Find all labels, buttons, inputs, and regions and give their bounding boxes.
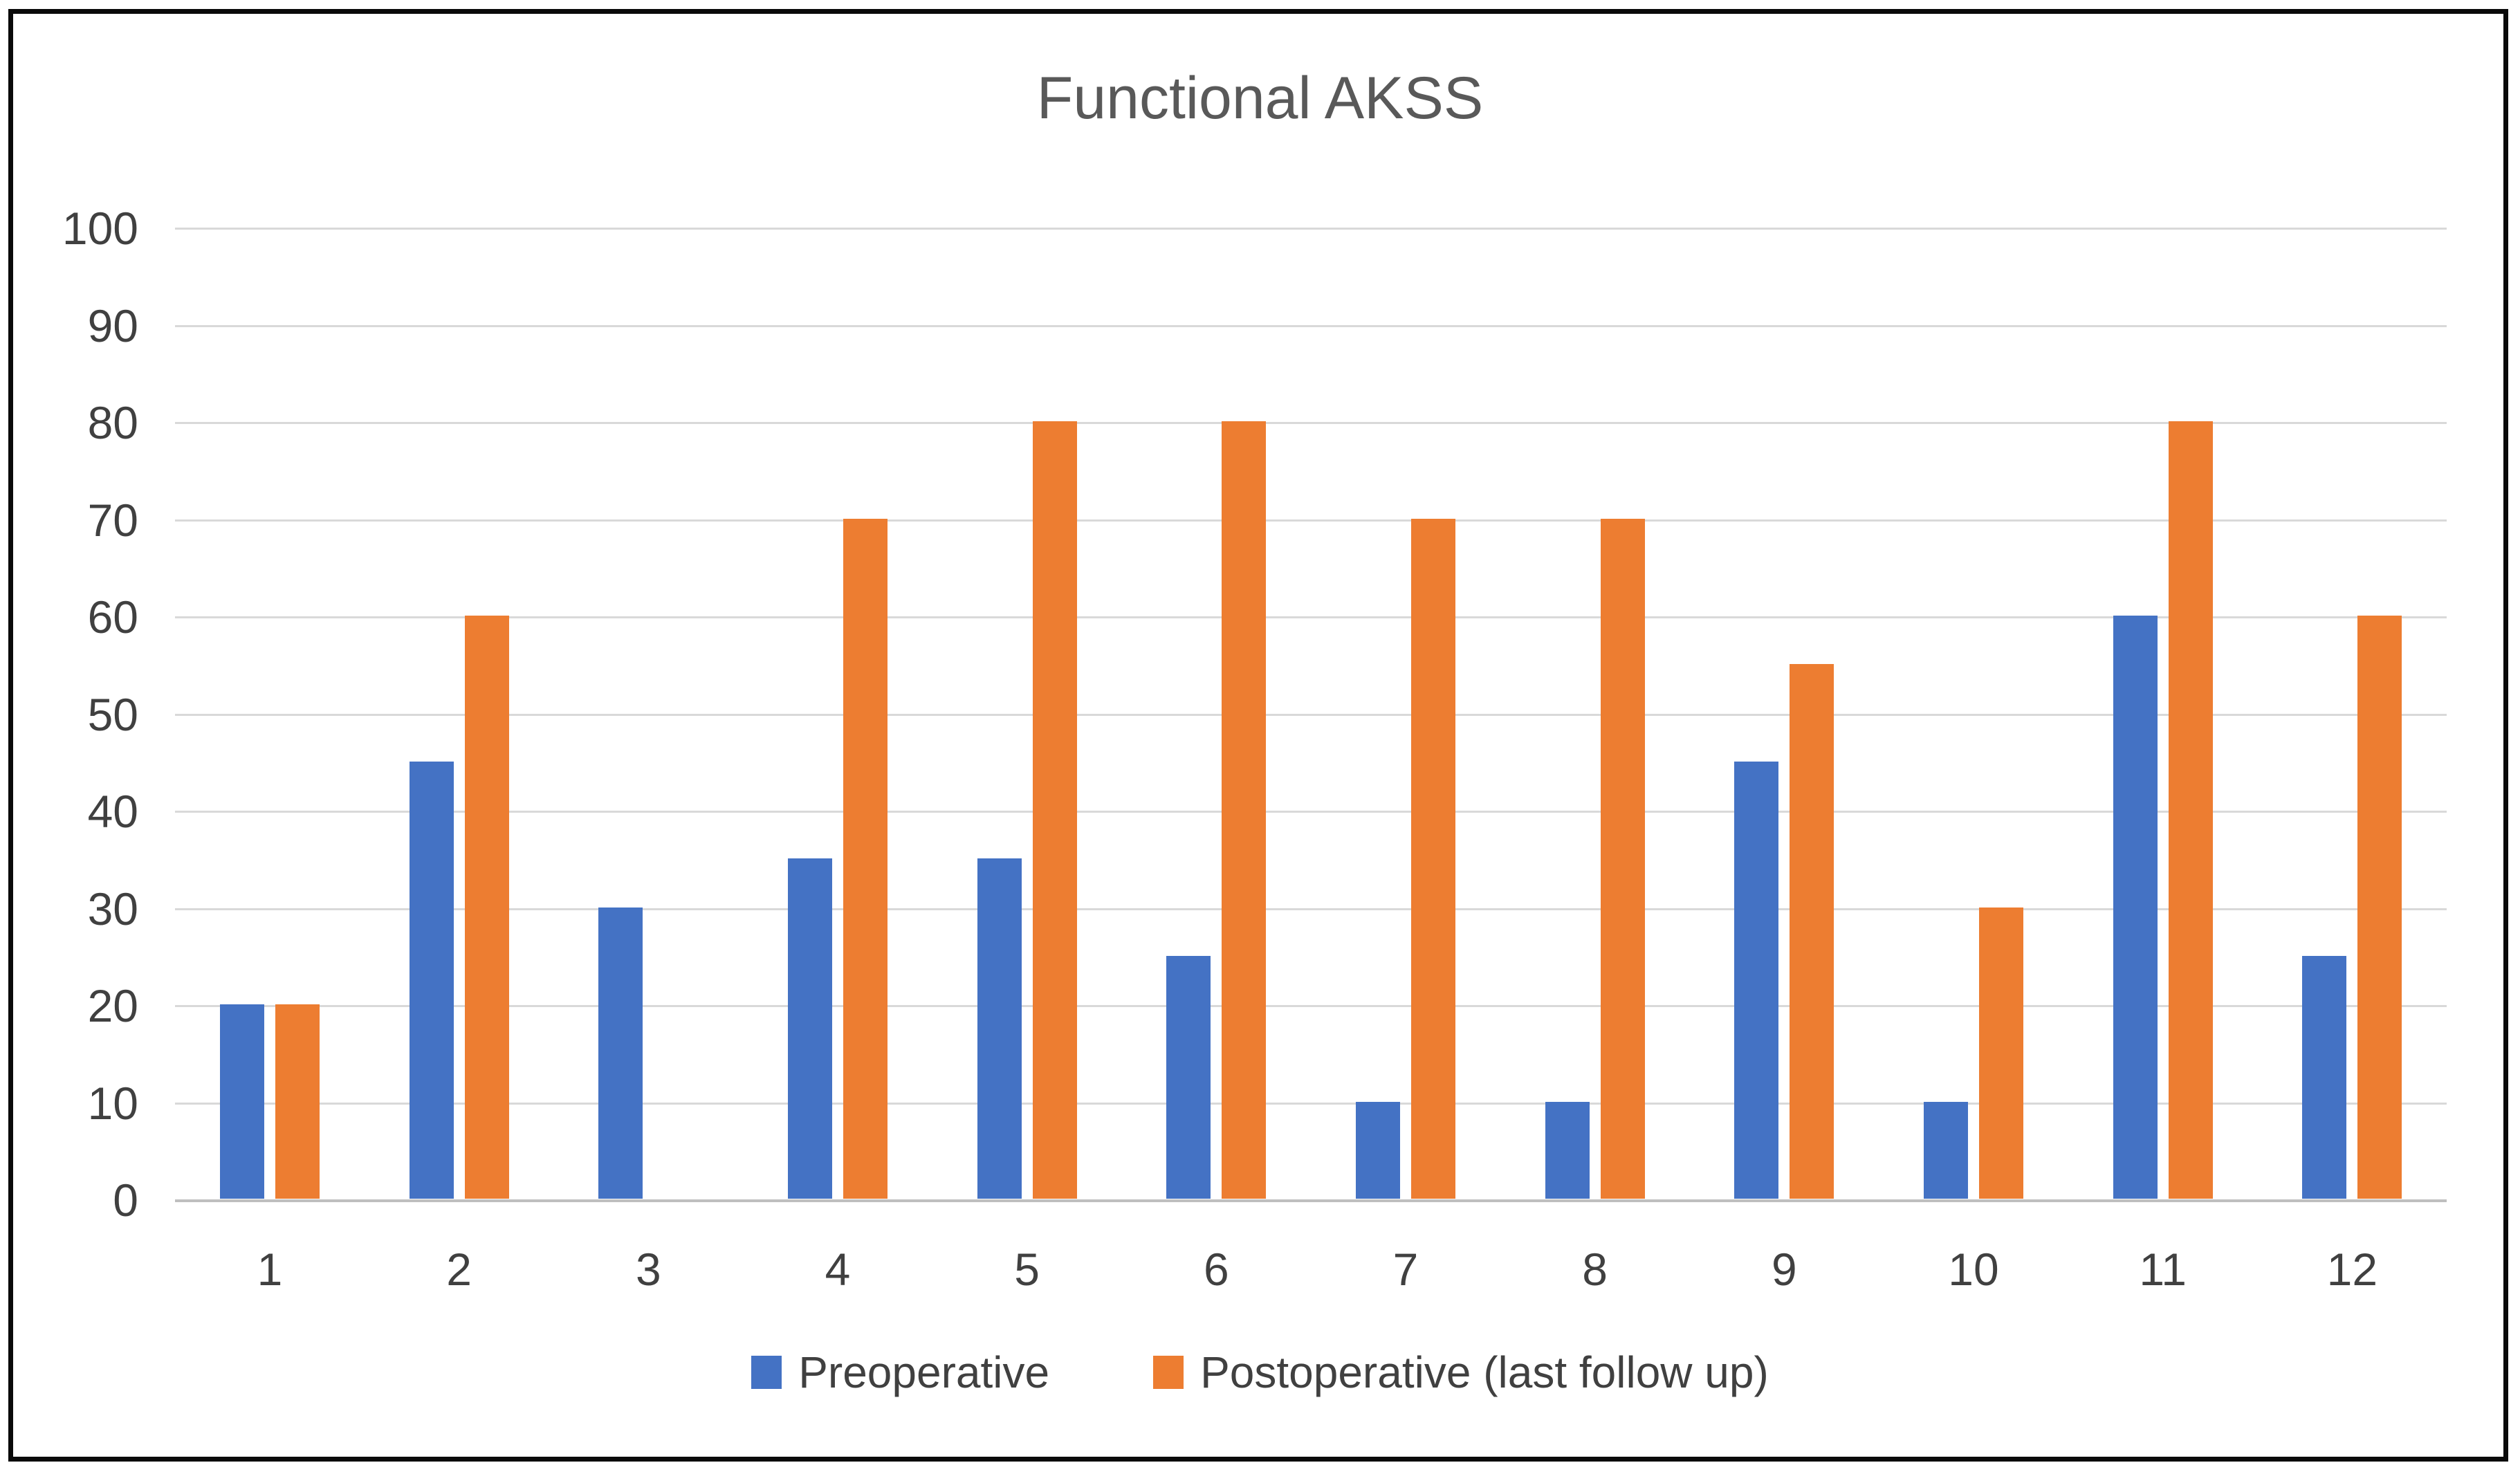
bar-preoperative-5 — [977, 858, 1022, 1199]
gridline-y-30 — [175, 908, 2447, 910]
y-tick-label-90: 90 — [87, 300, 138, 351]
gridline-y-40 — [175, 811, 2447, 813]
y-tick-label-100: 100 — [62, 203, 138, 254]
bar-preoperative-11 — [2113, 616, 2158, 1199]
bar-postoperative-last-follow-up-6 — [1222, 421, 1267, 1199]
bar-postoperative-last-follow-up-10 — [1978, 907, 2023, 1199]
bar-postoperative-last-follow-up-9 — [1790, 664, 1834, 1199]
bar-preoperative-4 — [787, 858, 832, 1199]
gridline-y-10 — [175, 1102, 2447, 1105]
x-category-label-4: 4 — [825, 1244, 851, 1295]
x-category-label-11: 11 — [2139, 1244, 2187, 1295]
bar-postoperative-last-follow-up-2 — [464, 616, 509, 1199]
x-category-label-2: 2 — [446, 1244, 472, 1295]
gridline-y-70 — [175, 519, 2447, 522]
y-tick-label-40: 40 — [87, 786, 138, 837]
x-category-label-6: 6 — [1203, 1244, 1229, 1295]
x-category-label-10: 10 — [1948, 1244, 1999, 1295]
gridline-y-50 — [175, 713, 2447, 716]
bar-preoperative-2 — [409, 761, 454, 1199]
x-category-label-9: 9 — [1771, 1244, 1797, 1295]
legend: Preoperative Postoperative (last follow … — [0, 1350, 2520, 1394]
bar-postoperative-last-follow-up-8 — [1600, 518, 1645, 1199]
gridline-y-60 — [175, 616, 2447, 618]
legend-item-preoperative: Preoperative — [751, 1350, 1049, 1394]
gridline-y-80 — [175, 422, 2447, 424]
x-category-label-12: 12 — [2326, 1244, 2378, 1295]
bar-postoperative-last-follow-up-11 — [2168, 421, 2213, 1199]
postoperative-swatch-icon — [1153, 1356, 1184, 1389]
bar-preoperative-10 — [1923, 1101, 1968, 1199]
gridline-y-90 — [175, 324, 2447, 327]
legend-label-postoperative: Postoperative (last follow up) — [1200, 1347, 1769, 1397]
bar-postoperative-last-follow-up-5 — [1032, 421, 1077, 1199]
gridline-y-0 — [175, 1199, 2447, 1202]
bar-postoperative-last-follow-up-1 — [275, 1004, 320, 1199]
legend-item-postoperative: Postoperative (last follow up) — [1153, 1350, 1769, 1394]
x-category-label-5: 5 — [1014, 1244, 1040, 1295]
gridline-y-100 — [175, 228, 2447, 230]
x-category-label-1: 1 — [257, 1244, 283, 1295]
y-tick-label-50: 50 — [87, 688, 138, 740]
y-tick-label-80: 80 — [87, 397, 138, 448]
y-tick-label-30: 30 — [87, 883, 138, 934]
y-tick-label-70: 70 — [87, 494, 138, 546]
y-tick-label-20: 20 — [87, 980, 138, 1031]
bar-preoperative-7 — [1355, 1101, 1400, 1199]
bar-preoperative-9 — [1734, 761, 1779, 1199]
x-category-label-8: 8 — [1582, 1244, 1608, 1295]
x-category-label-7: 7 — [1392, 1244, 1419, 1295]
preoperative-swatch-icon — [751, 1356, 782, 1389]
bar-postoperative-last-follow-up-4 — [843, 518, 887, 1199]
gridline-y-20 — [175, 1005, 2447, 1007]
y-tick-label-60: 60 — [87, 591, 138, 643]
bar-preoperative-1 — [219, 1004, 264, 1199]
chart-title: Functional AKSS — [1036, 65, 1484, 131]
legend-label-preoperative: Preoperative — [798, 1347, 1050, 1397]
bar-postoperative-last-follow-up-7 — [1410, 518, 1455, 1199]
bar-preoperative-8 — [1545, 1101, 1590, 1199]
y-tick-label-0: 0 — [113, 1174, 138, 1226]
bar-postoperative-last-follow-up-12 — [2357, 616, 2402, 1199]
bar-preoperative-12 — [2302, 955, 2347, 1199]
bar-preoperative-6 — [1166, 955, 1211, 1199]
bar-preoperative-3 — [598, 907, 643, 1199]
x-category-label-3: 3 — [635, 1244, 661, 1295]
y-tick-label-10: 10 — [87, 1077, 138, 1129]
plot-area — [175, 228, 2447, 1202]
